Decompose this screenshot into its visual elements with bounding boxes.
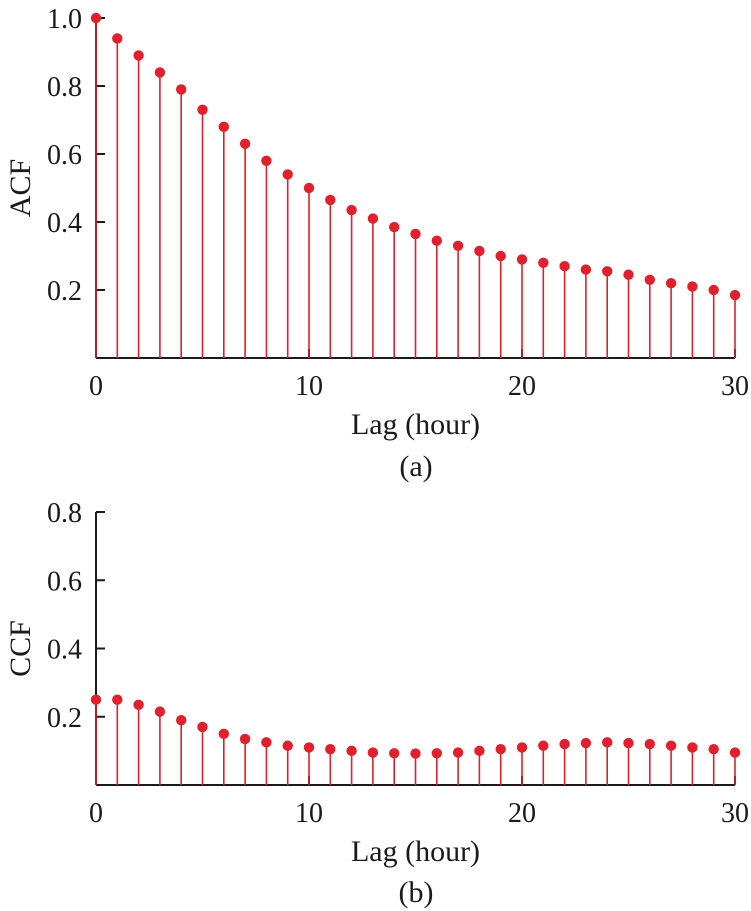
- stem-marker: [665, 278, 677, 289]
- stem-marker: [644, 274, 655, 285]
- stem-marker: [410, 748, 421, 759]
- stem-marker: [367, 747, 379, 758]
- stem-marker: [282, 169, 293, 180]
- stem-marker: [261, 155, 272, 166]
- stem-marker: [729, 289, 741, 301]
- stem-marker: [516, 742, 528, 753]
- stem-marker: [112, 694, 123, 705]
- stem-marker: [90, 12, 102, 24]
- y-tick-label: 1.0: [47, 4, 82, 35]
- x-axis-title: Lag (hour): [351, 835, 480, 868]
- stem-marker: [90, 694, 102, 705]
- stem-marker: [602, 266, 613, 277]
- y-axis-title: ACF: [4, 159, 37, 217]
- stem-marker: [431, 235, 442, 246]
- stem-marker: [559, 738, 570, 750]
- stem-marker: [559, 261, 570, 272]
- stem-marker: [580, 737, 592, 749]
- stem-marker: [580, 264, 592, 275]
- stem-marker: [261, 737, 272, 748]
- stem-marker: [346, 745, 357, 757]
- stem-marker: [282, 740, 293, 751]
- x-tick-label: 20: [508, 798, 536, 829]
- stem-marker: [218, 121, 229, 132]
- stem-marker: [154, 706, 166, 717]
- stem-marker: [623, 737, 634, 749]
- stem-marker: [133, 50, 144, 61]
- stem-marker: [644, 738, 655, 750]
- stem-marker: [708, 284, 719, 296]
- x-axis-title: Lag (hour): [351, 408, 480, 441]
- y-tick-label: 0.8: [47, 72, 82, 103]
- y-tick-label: 0.2: [47, 703, 82, 734]
- x-tick-label: 30: [721, 371, 749, 402]
- y-tick-label: 0.4: [47, 635, 82, 666]
- stem-marker: [197, 721, 208, 733]
- x-tick-label: 0: [89, 371, 103, 402]
- stem-marker: [687, 742, 698, 753]
- chart-panel-1: 0.2 0.4 0.6 0.8 1.0 0 10 20 30 Lag (hour) ACF (a): [4, 4, 749, 483]
- x-tick-label: 20: [508, 371, 536, 402]
- stem-marker: [303, 182, 315, 194]
- stem-marker: [452, 747, 464, 758]
- stem-marker: [176, 84, 187, 95]
- stem-marker: [410, 228, 421, 240]
- stem-marker: [538, 257, 549, 268]
- stem-marker: [687, 281, 698, 292]
- stem-marker: [623, 269, 634, 280]
- y-axis-title: CCF: [4, 620, 37, 677]
- stem-marker: [538, 740, 549, 751]
- stem-marker: [474, 745, 485, 757]
- stem-marker: [452, 240, 464, 251]
- stem-marker: [239, 138, 251, 149]
- stem-marker: [346, 204, 357, 216]
- stem-marker: [218, 728, 229, 740]
- stem-marker: [325, 743, 336, 755]
- y-tick-label: 0.4: [47, 208, 82, 239]
- stem-marker: [495, 250, 506, 262]
- stem-marker: [431, 748, 442, 759]
- x-tick-label: 0: [89, 798, 103, 829]
- stem-marker: [112, 33, 123, 44]
- y-tick-label: 0.6: [47, 140, 82, 171]
- stem-marker: [495, 743, 506, 755]
- stem-marker: [602, 737, 613, 748]
- stem-marker: [389, 748, 400, 759]
- stem-marker: [474, 245, 485, 257]
- x-tick-label: 10: [295, 371, 323, 402]
- stem-marker: [303, 742, 315, 753]
- x-tick-label: 10: [295, 798, 323, 829]
- stem-marker: [665, 740, 677, 751]
- stem-marker: [708, 743, 719, 755]
- stem-marker: [154, 67, 166, 78]
- y-tick-label: 0.6: [47, 566, 82, 597]
- stem-marker: [325, 194, 336, 206]
- panel-caption: (a): [399, 450, 432, 483]
- y-tick-label: 0.8: [47, 498, 82, 529]
- stem-marker: [133, 699, 144, 711]
- stem-marker: [516, 254, 528, 265]
- y-tick-label: 0.2: [47, 276, 82, 307]
- stem-marker: [367, 213, 379, 224]
- panel-caption: (b): [399, 876, 434, 909]
- stem-marker: [197, 104, 208, 116]
- stem-marker: [729, 747, 741, 758]
- stem-marker: [239, 733, 251, 745]
- stem-marker: [389, 221, 400, 233]
- chart-panel-2: 0.2 0.4 0.6 0.8 0 10 20 30 Lag (hour) CCF (b): [4, 498, 749, 909]
- x-tick-label: 30: [721, 798, 749, 829]
- stem-marker: [176, 714, 187, 726]
